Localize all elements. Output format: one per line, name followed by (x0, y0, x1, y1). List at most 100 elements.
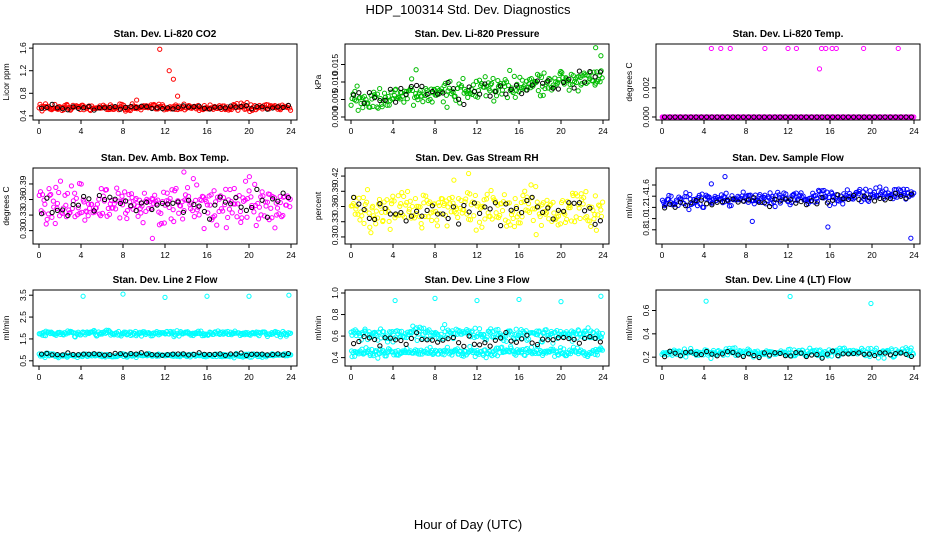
data-point (287, 204, 293, 210)
x-tick-label: 8 (121, 372, 126, 382)
data-point (48, 191, 54, 198)
data-point (668, 193, 674, 199)
data-point (512, 195, 518, 202)
hourly-point (545, 78, 551, 84)
data-point (163, 198, 170, 204)
hourly-point (788, 114, 794, 120)
hourly-point (138, 103, 144, 109)
hourly-point (672, 114, 678, 120)
data-point (388, 201, 395, 207)
data-point (180, 216, 186, 222)
x-tick-label: 16 (514, 126, 524, 136)
data-point (212, 199, 219, 205)
data-point (115, 190, 121, 196)
hourly-point (398, 85, 404, 92)
data-point (595, 202, 602, 208)
hourly-point (513, 339, 519, 345)
data-point (220, 194, 227, 201)
y-tick-label: 0.39 (18, 175, 28, 192)
hourly-point (788, 353, 794, 359)
outlier-point (286, 292, 292, 298)
hourly-point (44, 350, 50, 357)
data-point (599, 347, 606, 353)
data-point (598, 213, 605, 219)
data-point (493, 93, 500, 99)
data-point (231, 185, 237, 192)
data-point (495, 326, 501, 333)
hourly-point (270, 351, 276, 358)
hourly-point (550, 216, 556, 222)
data-point (419, 225, 425, 231)
data-point (522, 188, 528, 194)
hourly-point (587, 334, 593, 340)
data-point (417, 204, 423, 210)
hourly-point (798, 198, 804, 205)
outlier-point (762, 45, 768, 52)
data-point (557, 221, 564, 227)
hourly-point (264, 106, 270, 112)
hourly-point (361, 206, 367, 213)
hourly-point (693, 197, 699, 204)
outlier-point (166, 68, 172, 74)
data-point (449, 194, 455, 200)
hourly-point (566, 200, 572, 206)
y-axis-label: ml/min (313, 315, 323, 340)
hourly-point (477, 91, 483, 97)
hourly-point (851, 192, 857, 199)
data-point (723, 190, 729, 196)
data-point (482, 74, 488, 80)
data-point (904, 186, 910, 193)
data-point (99, 210, 106, 216)
data-points (348, 170, 606, 238)
hourly-point (170, 351, 176, 357)
x-tick-label: 8 (433, 372, 438, 382)
hourly-point (165, 352, 171, 358)
data-point (360, 194, 366, 201)
hourly-point (487, 206, 493, 212)
data-point (840, 201, 846, 207)
hourly-point (280, 104, 286, 111)
data-point (567, 202, 573, 208)
hourly-point (714, 199, 720, 205)
y-axis-label: ml/min (624, 193, 634, 218)
hourly-point (746, 351, 752, 357)
hourly-point (54, 207, 60, 213)
data-point (409, 76, 415, 82)
y-tick-label: 0.6 (330, 330, 340, 342)
hourly-point (730, 196, 736, 202)
data-point (287, 107, 294, 113)
hourly-point (861, 193, 867, 199)
data-point (418, 326, 425, 332)
hourly-point (725, 197, 731, 203)
data-point (261, 213, 268, 219)
hourly-point (372, 336, 378, 343)
x-tick-label: 4 (702, 372, 707, 382)
data-point (367, 104, 373, 110)
data-point (252, 181, 258, 187)
data-point (420, 192, 426, 198)
outlier-point (432, 295, 438, 301)
hourly-point (730, 114, 736, 120)
hourly-point (243, 103, 249, 109)
outlier-point (149, 235, 155, 242)
data-point (385, 339, 391, 345)
hourly-point (709, 114, 715, 120)
hourly-point (597, 218, 603, 224)
x-tick-label: 20 (244, 126, 254, 136)
hourly-point (856, 350, 862, 356)
hourly-point (70, 201, 76, 208)
hourly-point (228, 351, 234, 357)
data-point (728, 202, 734, 209)
hourly-point (393, 337, 399, 343)
hourly-point (835, 192, 841, 198)
x-tick-label: 12 (160, 126, 170, 136)
hourly-point (393, 99, 399, 105)
data-point (189, 331, 195, 337)
data-point (541, 70, 547, 76)
hourly-point (740, 114, 746, 120)
hourly-point (217, 105, 223, 111)
hourly-point (86, 103, 92, 110)
data-point (599, 330, 605, 337)
data-point (239, 215, 245, 221)
